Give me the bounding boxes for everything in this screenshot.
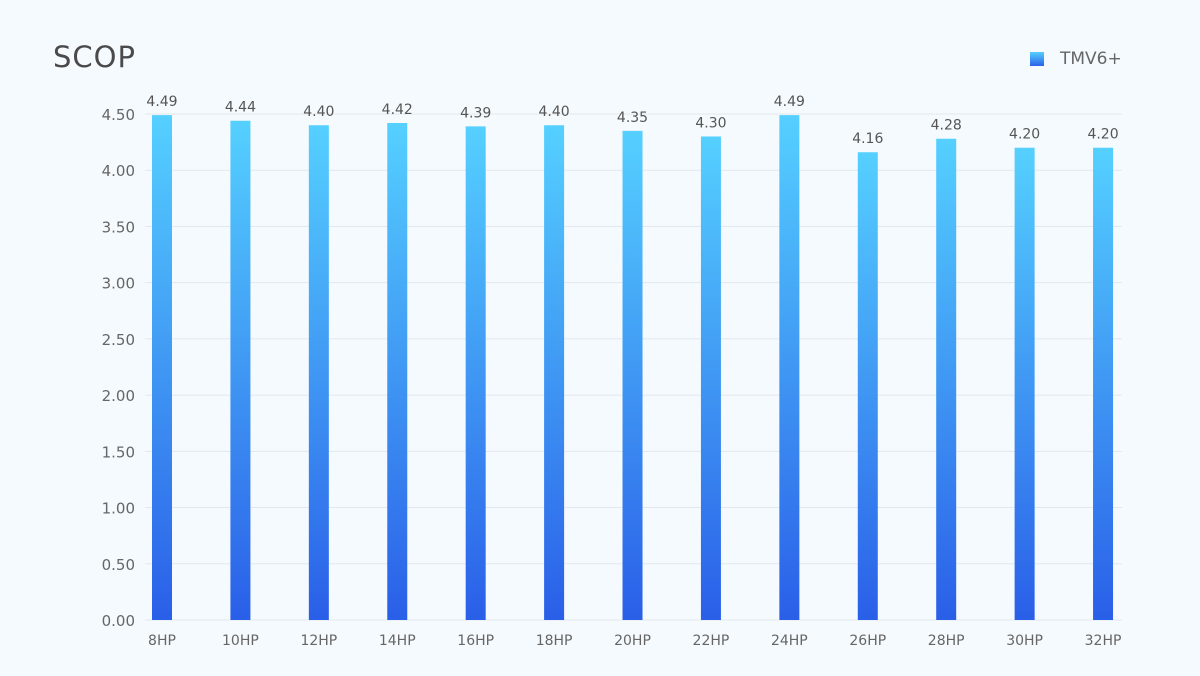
x-tick-label: 18HP (536, 633, 573, 649)
data-label: 4.28 (931, 118, 962, 134)
bar (857, 152, 878, 620)
data-label: 4.20 (1009, 127, 1040, 143)
bar (1014, 147, 1035, 620)
x-tick-label: 26HP (849, 633, 886, 649)
bar (779, 115, 800, 620)
y-tick-label: 3.50 (102, 218, 135, 236)
data-label: 4.20 (1087, 127, 1118, 143)
data-label: 4.49 (774, 94, 805, 110)
x-tick-label: 28HP (928, 633, 965, 649)
bar (936, 138, 957, 620)
y-tick-label: 2.50 (102, 331, 135, 349)
x-tick-label: 16HP (457, 633, 494, 649)
x-tick-label: 24HP (771, 633, 808, 649)
bar (622, 130, 643, 620)
x-tick-label: 8HP (148, 633, 176, 649)
bar (152, 115, 172, 620)
x-tick-label: 12HP (300, 633, 337, 649)
data-label: 4.40 (539, 104, 570, 120)
chart-title: SCOP (53, 40, 136, 74)
data-label: 4.16 (852, 131, 883, 147)
y-tick-label: 4.50 (102, 106, 135, 124)
x-tick-label: 32HP (1085, 633, 1122, 649)
x-tick-label: 14HP (379, 633, 416, 649)
y-tick-label: 1.00 (102, 500, 135, 518)
data-label: 4.39 (460, 105, 491, 121)
x-tick-label: 20HP (614, 633, 651, 649)
legend: TMV6+ (1030, 49, 1122, 69)
data-label: 4.30 (695, 115, 726, 131)
y-tick-label: 2.00 (102, 387, 135, 405)
x-tick-label: 10HP (222, 633, 259, 649)
x-tick-label: 22HP (693, 633, 730, 649)
y-tick-label: 0.00 (102, 612, 135, 630)
bar (1093, 147, 1114, 620)
data-label: 4.35 (617, 110, 648, 126)
x-tick-label: 30HP (1006, 633, 1043, 649)
legend-label: TMV6+ (1060, 49, 1122, 69)
bar (308, 125, 329, 620)
y-tick-label: 4.00 (102, 162, 135, 180)
data-label: 4.49 (146, 94, 177, 110)
bar (465, 126, 486, 620)
bar (230, 120, 251, 620)
bar (544, 125, 565, 620)
bar (700, 136, 721, 620)
bar (387, 122, 408, 621)
y-tick-label: 0.50 (102, 556, 135, 574)
y-tick-label: 1.50 (102, 443, 135, 461)
y-tick-label: 3.00 (102, 275, 135, 293)
data-label: 4.42 (382, 102, 413, 118)
data-label: 4.40 (303, 104, 334, 120)
data-label: 4.44 (225, 100, 256, 116)
legend-swatch (1030, 52, 1044, 66)
